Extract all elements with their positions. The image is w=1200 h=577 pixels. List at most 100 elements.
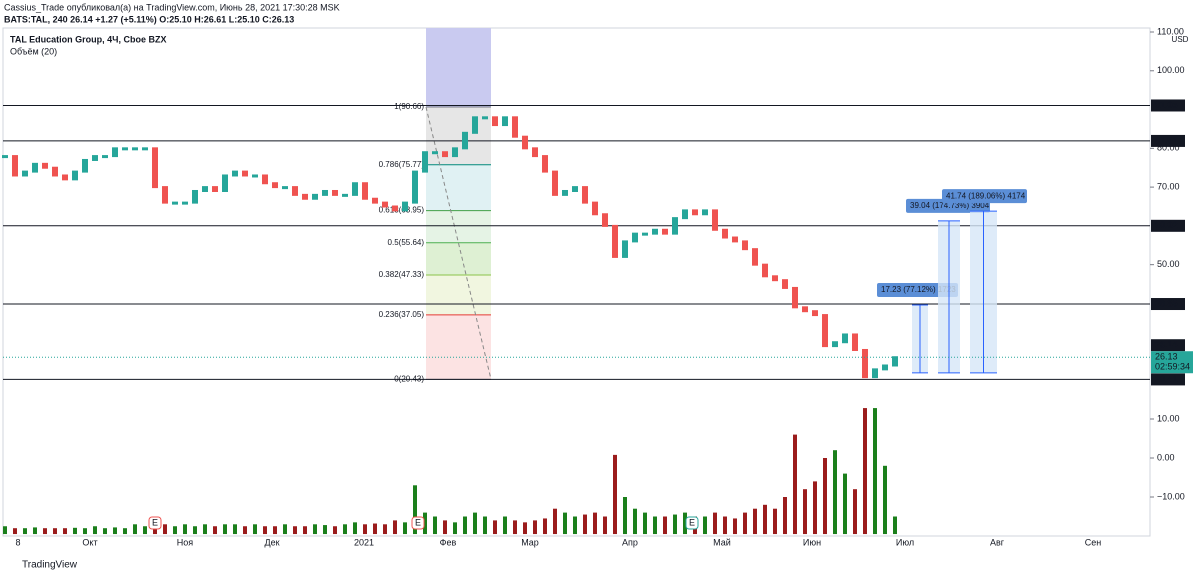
candle — [662, 228, 668, 235]
volume-bar — [43, 528, 47, 535]
volume-bar — [183, 524, 187, 535]
volume-bar — [383, 524, 387, 535]
volume-bar — [503, 516, 507, 535]
candle — [152, 147, 158, 189]
volume-bar — [463, 516, 467, 535]
candle — [112, 147, 118, 158]
candle — [802, 306, 808, 313]
title: TAL Education Group, 4Ч, Cboe BZX — [10, 34, 167, 44]
candle — [102, 155, 108, 159]
candle — [192, 189, 198, 204]
candle — [832, 341, 838, 348]
candle — [502, 116, 508, 127]
event-label: E — [415, 517, 421, 527]
timer: 02:59:34 — [1155, 362, 1190, 372]
volume-bar — [413, 485, 417, 535]
x-tick-label: Сен — [1085, 537, 1102, 547]
y-tick-label: 100.00 — [1157, 65, 1185, 75]
volume-bar — [893, 516, 897, 535]
candle — [782, 279, 788, 289]
candle — [322, 189, 328, 196]
volume-bar — [453, 522, 457, 535]
level-label: 60.02 — [1155, 220, 1178, 230]
candle — [822, 314, 828, 348]
candle — [612, 224, 618, 258]
fib-label: 0.5(55.64) — [388, 238, 425, 247]
candle — [352, 182, 358, 196]
candle — [142, 147, 148, 151]
candle — [722, 228, 728, 239]
volume-bar — [833, 450, 837, 535]
volume-bar — [193, 526, 197, 535]
last-price-tag — [1151, 339, 1185, 352]
volume-bar — [823, 458, 827, 535]
candle — [402, 201, 408, 212]
candle — [652, 228, 658, 235]
fib-label: 0.236(37.05) — [379, 310, 425, 319]
volume-bar — [113, 527, 117, 535]
candle — [372, 197, 378, 204]
candle — [272, 182, 278, 189]
volume-bar — [793, 434, 797, 535]
volume-bar — [743, 512, 747, 535]
candle — [172, 201, 178, 205]
volume-bar — [433, 516, 437, 535]
volume-bar — [523, 522, 527, 535]
level-label: 20.41 — [1155, 374, 1178, 384]
volume-bar — [3, 526, 7, 535]
volume-bar — [573, 516, 577, 535]
candle — [62, 174, 68, 181]
candle — [252, 174, 258, 178]
candle — [212, 186, 218, 192]
close-tag — [1151, 351, 1193, 374]
volume-bar — [473, 512, 477, 535]
volume-bar — [63, 528, 67, 535]
candle — [262, 174, 268, 185]
quote: BATS:TAL, 240 26.14 +1.27 (+5.11%) O:25.… — [4, 14, 294, 24]
volume-bar — [373, 523, 377, 535]
volume-tick-label: −10.00 — [1157, 491, 1185, 501]
candle — [82, 158, 88, 173]
y-tick-label: 110.00 — [1157, 26, 1184, 36]
candle — [462, 131, 468, 150]
candle — [22, 170, 28, 177]
x-tick-label: 8 — [15, 537, 20, 547]
x-tick-label: Июн — [803, 537, 821, 547]
candle — [42, 162, 48, 169]
fib-label: 0.618(63.95) — [379, 206, 425, 215]
candle — [622, 240, 628, 258]
volume-bar — [213, 526, 217, 535]
volume-bar — [393, 520, 397, 535]
volume-bar — [883, 465, 887, 535]
candle — [702, 209, 708, 216]
measure-label: 41.74 (189.06%) 4174 — [946, 191, 1026, 200]
fib-top-band — [426, 28, 491, 107]
y-tick-label: 50.00 — [1157, 259, 1180, 269]
candle — [792, 286, 798, 309]
candle — [292, 186, 298, 196]
candle — [332, 189, 338, 196]
candle — [362, 182, 368, 200]
volume-bar — [703, 516, 707, 535]
volume-tick-label: 10.00 — [1157, 413, 1180, 423]
event-icon — [148, 516, 162, 530]
candle — [572, 186, 578, 192]
volume-bar — [713, 512, 717, 535]
close-price: 26.13 — [1155, 352, 1178, 362]
candle — [642, 232, 648, 236]
candle — [452, 147, 458, 158]
candle — [692, 209, 698, 216]
volume-bar — [163, 524, 167, 535]
volume-bar — [293, 526, 297, 535]
candle — [712, 209, 718, 231]
candle — [442, 151, 448, 158]
candle — [242, 170, 248, 177]
volume-bar — [363, 524, 367, 535]
volume-bar — [143, 526, 147, 535]
volume-bar — [853, 489, 857, 535]
volume-bar — [23, 528, 27, 535]
candle — [882, 364, 888, 371]
volume-bar — [783, 497, 787, 535]
measure-label: 39.04 (174.73%) 3904 — [910, 201, 990, 210]
candle — [812, 310, 818, 317]
